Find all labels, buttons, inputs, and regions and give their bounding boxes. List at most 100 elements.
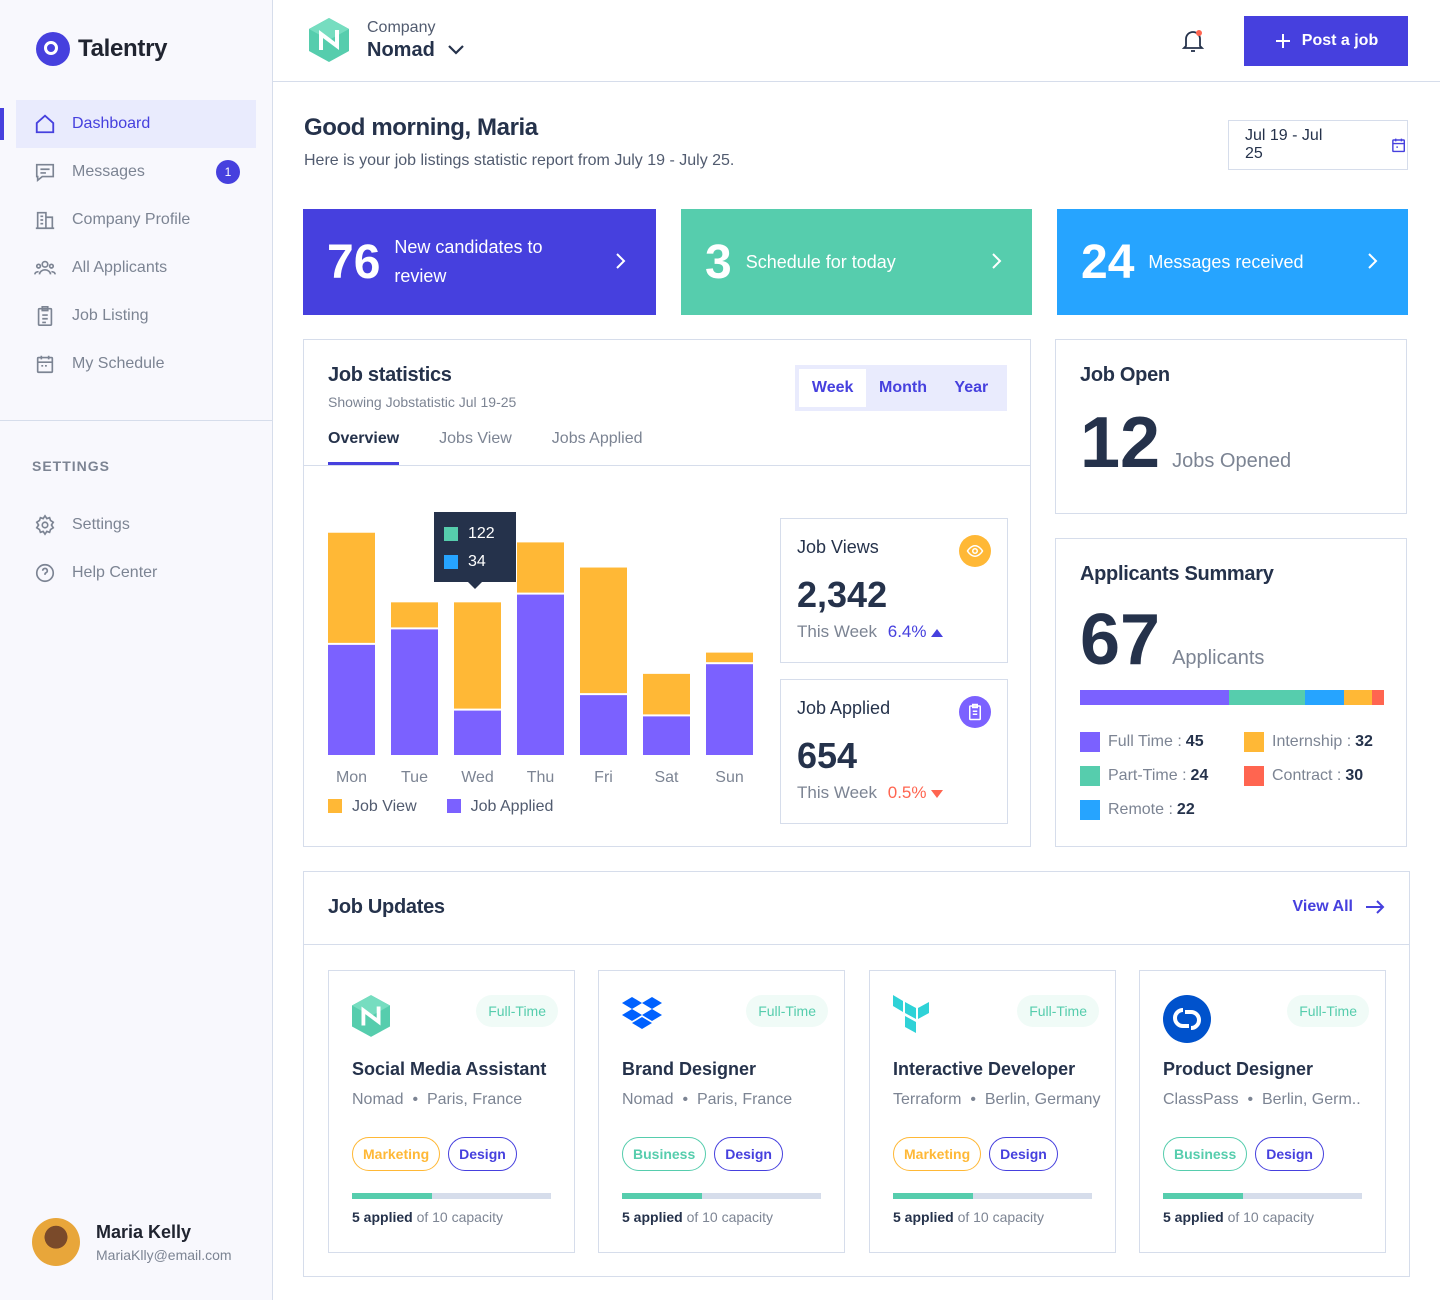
chevron-right-icon (1368, 253, 1378, 269)
bar-job-view-thu[interactable] (517, 542, 564, 593)
legend-label: Contract (1272, 767, 1333, 784)
sidebar-item-job-listing[interactable]: Job Listing (16, 292, 256, 340)
applied-count: 5 applied (893, 1209, 954, 1225)
bar-job-applied-sat[interactable] (643, 716, 690, 755)
tabs-divider (304, 465, 1030, 466)
bar-job-view-tue[interactable] (391, 602, 438, 628)
job-card[interactable]: Full-Time Social Media Assistant Nomad •… (328, 970, 575, 1253)
chevron-down-icon (448, 45, 464, 55)
applicants-stacked-bar (1080, 690, 1384, 705)
summary-segment-full-time (1080, 690, 1229, 705)
tab-jobs-applied[interactable]: Jobs Applied (551, 430, 643, 447)
bar-job-view-wed[interactable] (454, 602, 501, 709)
date-range-picker[interactable]: Jul 19 - Jul 25 (1228, 120, 1408, 170)
capacity-text: of 10 capacity (957, 1209, 1044, 1225)
bar-job-applied-sun[interactable] (706, 664, 753, 755)
triangle-down-icon (931, 790, 944, 798)
dropbox-logo-icon (622, 997, 662, 1029)
tooltip-job-applied-value: 34 (468, 553, 486, 570)
legend-label: Job Applied (470, 798, 554, 815)
period-year[interactable]: Year (954, 379, 989, 396)
bar-job-applied-mon[interactable] (328, 644, 375, 755)
sidebar-item-dashboard[interactable]: Dashboard (0, 100, 256, 148)
sidebar-item-settings[interactable]: Settings (16, 501, 256, 549)
user-name: Maria Kelly (96, 1221, 192, 1242)
chat-icon (34, 161, 56, 183)
sidebar-item-help-center[interactable]: Help Center (16, 549, 256, 597)
job-tag: Design (448, 1137, 517, 1171)
gear-icon (34, 514, 56, 536)
bar-job-view-sat[interactable] (643, 673, 690, 715)
tooltip-job-view-value: 122 (468, 525, 495, 542)
job-tag: Design (989, 1137, 1058, 1171)
period-month[interactable]: Month (878, 379, 927, 396)
date-range-label: Jul 19 - Jul 25 (1245, 127, 1323, 162)
job-location: Berlin, Germany (984, 1091, 1101, 1108)
stat-label: Schedule for today (745, 251, 896, 272)
company-switcher[interactable]: Company Nomad (309, 18, 465, 62)
applicants-total-value: 67 (1080, 600, 1161, 680)
company-name: Nomad (367, 38, 435, 61)
tab-overview[interactable]: Overview (328, 430, 400, 465)
capacity-progress (893, 1193, 1092, 1199)
job-applied-title: Job Applied (797, 698, 891, 718)
job-views-period: This Week (797, 622, 877, 641)
home-icon (34, 113, 56, 135)
sidebar-item-company-profile[interactable]: Company Profile (16, 196, 256, 244)
job-title: Brand Designer (622, 1059, 757, 1079)
legend-part-time: Part-Time :24 (1080, 766, 1208, 786)
capacity-text: of 10 capacity (686, 1209, 773, 1225)
bar-job-applied-wed[interactable] (454, 710, 501, 755)
bar-job-applied-tue[interactable] (391, 629, 438, 755)
bell-icon[interactable] (1181, 28, 1205, 54)
bar-job-view-fri[interactable] (580, 567, 627, 694)
bar-job-applied-fri[interactable] (580, 695, 627, 755)
chevron-right-icon (992, 253, 1002, 269)
brand-logo[interactable]: Talentry (36, 32, 167, 66)
applicants-summary-title: Applicants Summary (1080, 563, 1274, 585)
job-views-value: 2,342 (797, 574, 888, 615)
job-card[interactable]: Full-Time Product Designer ClassPass • B… (1139, 970, 1386, 1253)
chart-legend: Job View Job Applied (328, 798, 553, 816)
sidebar-item-my-schedule[interactable]: My Schedule (16, 340, 256, 388)
job-views-card: Job Views 2,342 This Week 6.4% (780, 518, 1008, 663)
stat-card-messages-received[interactable]: 24 Messages received (1057, 209, 1408, 315)
job-card[interactable]: Full-Time Brand Designer Nomad • Paris, … (598, 970, 845, 1253)
tab-jobs-view[interactable]: Jobs View (439, 430, 512, 447)
job-statistics-subtitle: Showing Jobstatistic Jul 19-25 (328, 394, 517, 410)
stat-card-new-candidates[interactable]: 76 New candidates to review (303, 209, 656, 315)
stat-value: 3 (705, 235, 732, 289)
job-company: Nomad (352, 1091, 404, 1108)
applied-count: 5 applied (352, 1209, 413, 1225)
bar-job-applied-thu[interactable] (517, 594, 564, 755)
summary-segment-part-time (1228, 690, 1305, 705)
stat-card-schedule-today[interactable]: 3 Schedule for today (681, 209, 1032, 315)
post-job-button[interactable]: Post a job (1244, 16, 1408, 66)
job-card[interactable]: Full-Time Interactive Developer Terrafor… (869, 970, 1116, 1253)
job-type-badge: Full-Time (1017, 995, 1099, 1027)
view-all-link[interactable]: View All (1293, 898, 1385, 916)
capacity-progress (352, 1193, 551, 1199)
stat-label: Messages received (1148, 251, 1304, 272)
legend-label: Internship (1272, 733, 1343, 750)
user-email: MariaKlly@email.com (96, 1246, 232, 1263)
job-open-panel: Job Open 12 Jobs Opened (1055, 339, 1407, 514)
sidebar-item-all-applicants[interactable]: All Applicants (16, 244, 256, 292)
capacity-progress (1163, 1193, 1362, 1199)
job-type-badge: Full-Time (476, 995, 558, 1027)
x-tick-label: Sun (715, 769, 743, 786)
users-icon (34, 257, 56, 279)
brand-name: Talentry (78, 35, 168, 62)
summary-segment-contract (1371, 690, 1384, 705)
settings-section-title: SETTINGS (32, 458, 111, 474)
sidebar-item-label: All Applicants (72, 259, 168, 276)
period-week[interactable]: Week (799, 369, 867, 407)
x-tick-label: Fri (594, 769, 613, 786)
legend-job-view: Job View (328, 798, 417, 816)
sidebar-item-messages[interactable]: Messages 1 (16, 148, 256, 196)
bar-job-view-mon[interactable] (328, 532, 375, 643)
user-profile[interactable]: Maria Kelly MariaKlly@email.com (32, 1218, 232, 1266)
terraform-logo-icon (893, 995, 929, 1033)
legend-label: Job View (352, 798, 417, 815)
bar-job-view-sun[interactable] (706, 652, 753, 663)
